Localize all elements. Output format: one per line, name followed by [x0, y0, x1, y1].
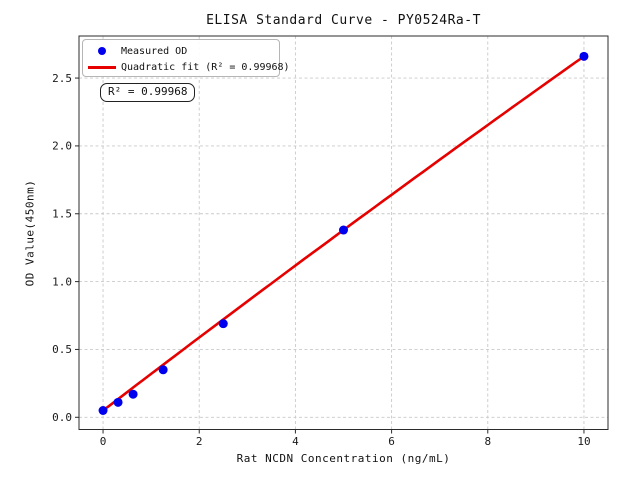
r-squared-annotation: R² = 0.99968 [100, 83, 196, 102]
legend-handle [87, 65, 117, 69]
svg-text:2.0: 2.0 [52, 140, 72, 153]
svg-text:8: 8 [484, 435, 491, 448]
axis-ticks-and-labels: 0 2 4 6 8 10 0.0 0.5 1.0 1.5 2.0 2.5 [52, 72, 590, 448]
svg-text:10: 10 [577, 435, 590, 448]
svg-text:6: 6 [388, 435, 395, 448]
svg-text:2.5: 2.5 [52, 72, 72, 85]
axes-spines [78, 35, 609, 430]
chart-title: ELISA Standard Curve - PY0524Ra-T [206, 13, 481, 28]
line-marker-icon [88, 65, 116, 69]
svg-text:1.5: 1.5 [52, 207, 72, 220]
measured-od-points [98, 51, 589, 416]
svg-text:0.5: 0.5 [52, 343, 72, 356]
svg-text:4: 4 [292, 435, 299, 448]
svg-text:1.0: 1.0 [52, 275, 72, 288]
legend-item-quadratic-fit: Quadratic fit (R² = 0.99968) [83, 59, 290, 75]
scatter-marker-icon [98, 47, 106, 55]
legend: Measured OD Quadratic fit (R² = 0.99968) [82, 39, 290, 77]
svg-text:0: 0 [100, 435, 107, 448]
svg-text:0.0: 0.0 [52, 411, 72, 424]
legend-item-measured-od: Measured OD [83, 43, 279, 59]
legend-label-measured-od: Measured OD [121, 45, 188, 57]
legend-label-quadratic-fit: Quadratic fit (R² = 0.99968) [121, 61, 290, 73]
y-axis-label: OD Value(450nm) [23, 179, 37, 287]
svg-text:2: 2 [196, 435, 203, 448]
x-axis-label: Rat NCDN Concentration (ng/mL) [236, 452, 451, 465]
grid-lines [79, 36, 608, 430]
legend-handle [87, 47, 117, 55]
